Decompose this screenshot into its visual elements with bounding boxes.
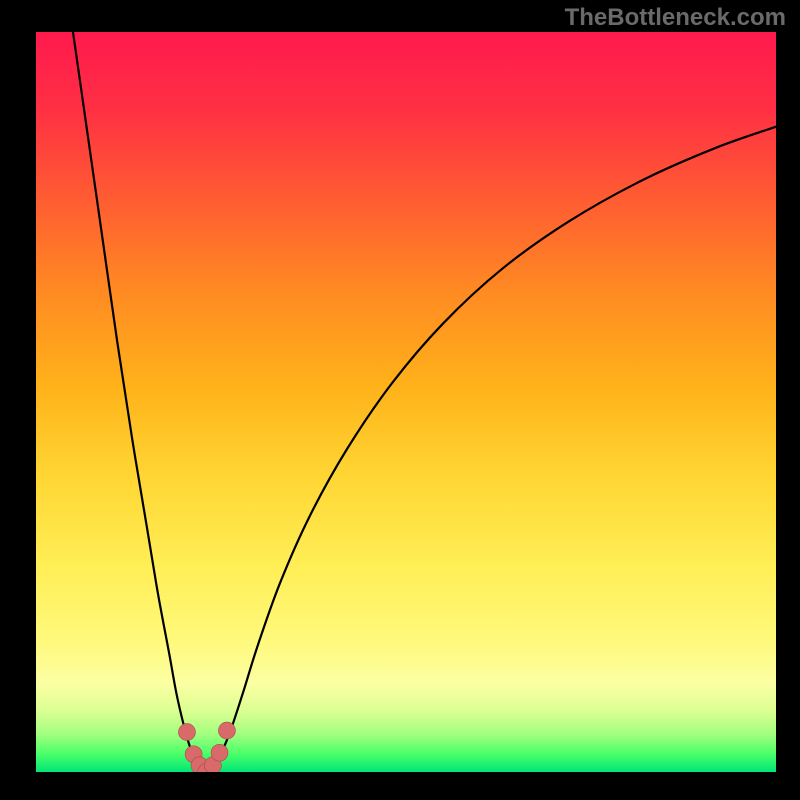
marker-dot <box>211 744 228 761</box>
watermark-text: TheBottleneck.com <box>565 4 786 32</box>
marker-dot <box>178 724 195 741</box>
chart-svg <box>36 32 776 772</box>
chart-container: TheBottleneck.com <box>0 0 800 800</box>
gradient-background <box>36 32 776 772</box>
plot-area <box>36 32 776 772</box>
marker-dot <box>218 722 235 739</box>
